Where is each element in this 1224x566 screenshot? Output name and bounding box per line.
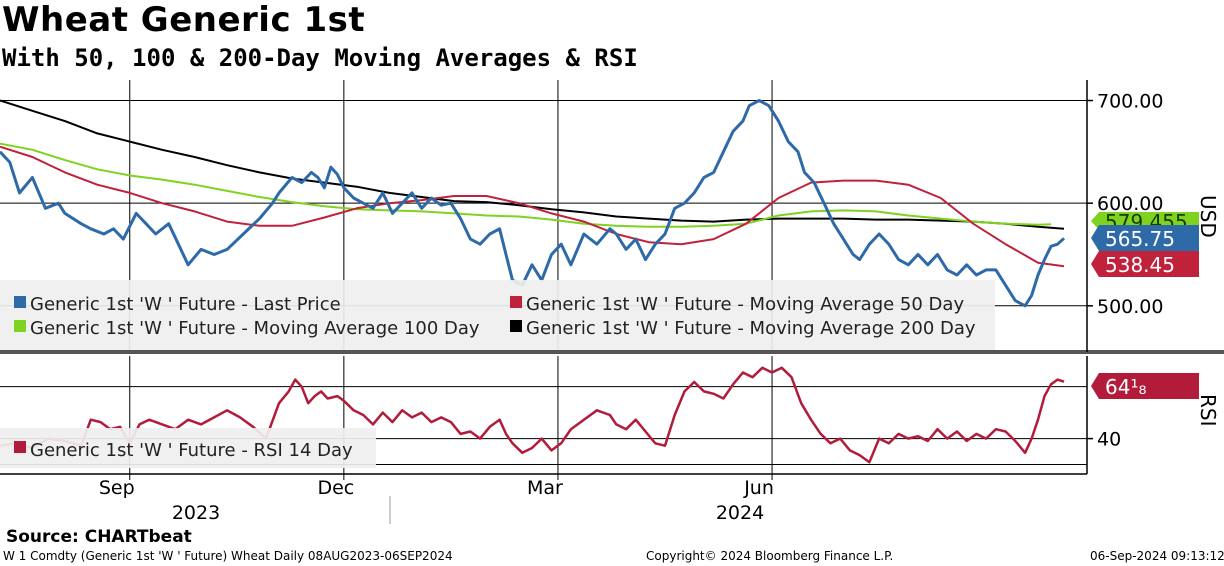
x-month-label: Sep [99, 477, 135, 499]
tag-ma50-bg [1091, 251, 1199, 277]
series-ma100-line [0, 142, 1052, 228]
legend-entry: Generic 1st 'W ' Future - Moving Average… [30, 318, 480, 339]
source-label: Source: CHARTbeat [6, 527, 192, 547]
price-tick-label: 500.00 [1097, 296, 1163, 318]
price-legend-box [0, 280, 995, 350]
legend-entry: Generic 1st 'W ' Future - Moving Average… [526, 294, 964, 315]
x-month-label: Mar [527, 477, 563, 499]
price-tick-label: 700.00 [1097, 91, 1163, 113]
tag-ma50: 538.45 [1105, 253, 1175, 277]
legend-swatch [14, 320, 26, 332]
rsi-axis-title: RSI [1196, 394, 1220, 427]
x-month-label: Dec [317, 477, 354, 499]
legend-swatch [14, 296, 26, 308]
footer-copyright: Copyright© 2024 Bloomberg Finance L.P. [646, 549, 894, 563]
x-year-label: 2024 [716, 502, 764, 524]
legend-entry: Generic 1st 'W ' Future - Moving Average… [526, 318, 976, 339]
x-year-label: 2023 [172, 502, 220, 524]
legend-swatch [510, 320, 522, 332]
x-month-label: Jun [743, 477, 774, 499]
tag-price-bg [1091, 225, 1199, 251]
rsi-tick-label: 40 [1097, 429, 1121, 451]
legend-entry: Generic 1st 'W ' Future - Last Price [30, 294, 341, 315]
price-axis-title: USD [1196, 195, 1220, 238]
rsi-legend-box [0, 428, 376, 468]
series-ma200-line [0, 99, 1065, 230]
chart-subtitle: With 50, 100 & 200-Day Moving Averages &… [2, 44, 638, 72]
legend-swatch [510, 296, 522, 308]
series-rsi-line [0, 366, 1065, 464]
tag-price: 565.75 [1105, 227, 1175, 251]
legend-entry-rsi: Generic 1st 'W ' Future - RSI 14 Day [30, 440, 353, 461]
panel-divider [0, 350, 1224, 354]
tag-rsi: 64¹₈ [1105, 375, 1146, 399]
price-tick-label: 600.00 [1097, 193, 1163, 215]
footer-timestamp: 06-Sep-2024 09:13:12 [1090, 549, 1224, 563]
chart-title: Wheat Generic 1st [2, 0, 366, 40]
legend-swatch-rsi [14, 441, 26, 453]
footer-ticker: W 1 Comdty (Generic 1st 'W ' Future) Whe… [3, 549, 453, 563]
tag-rsi-bg [1091, 373, 1199, 399]
series-price-line [0, 99, 1066, 308]
series-ma50-line [0, 145, 1065, 268]
